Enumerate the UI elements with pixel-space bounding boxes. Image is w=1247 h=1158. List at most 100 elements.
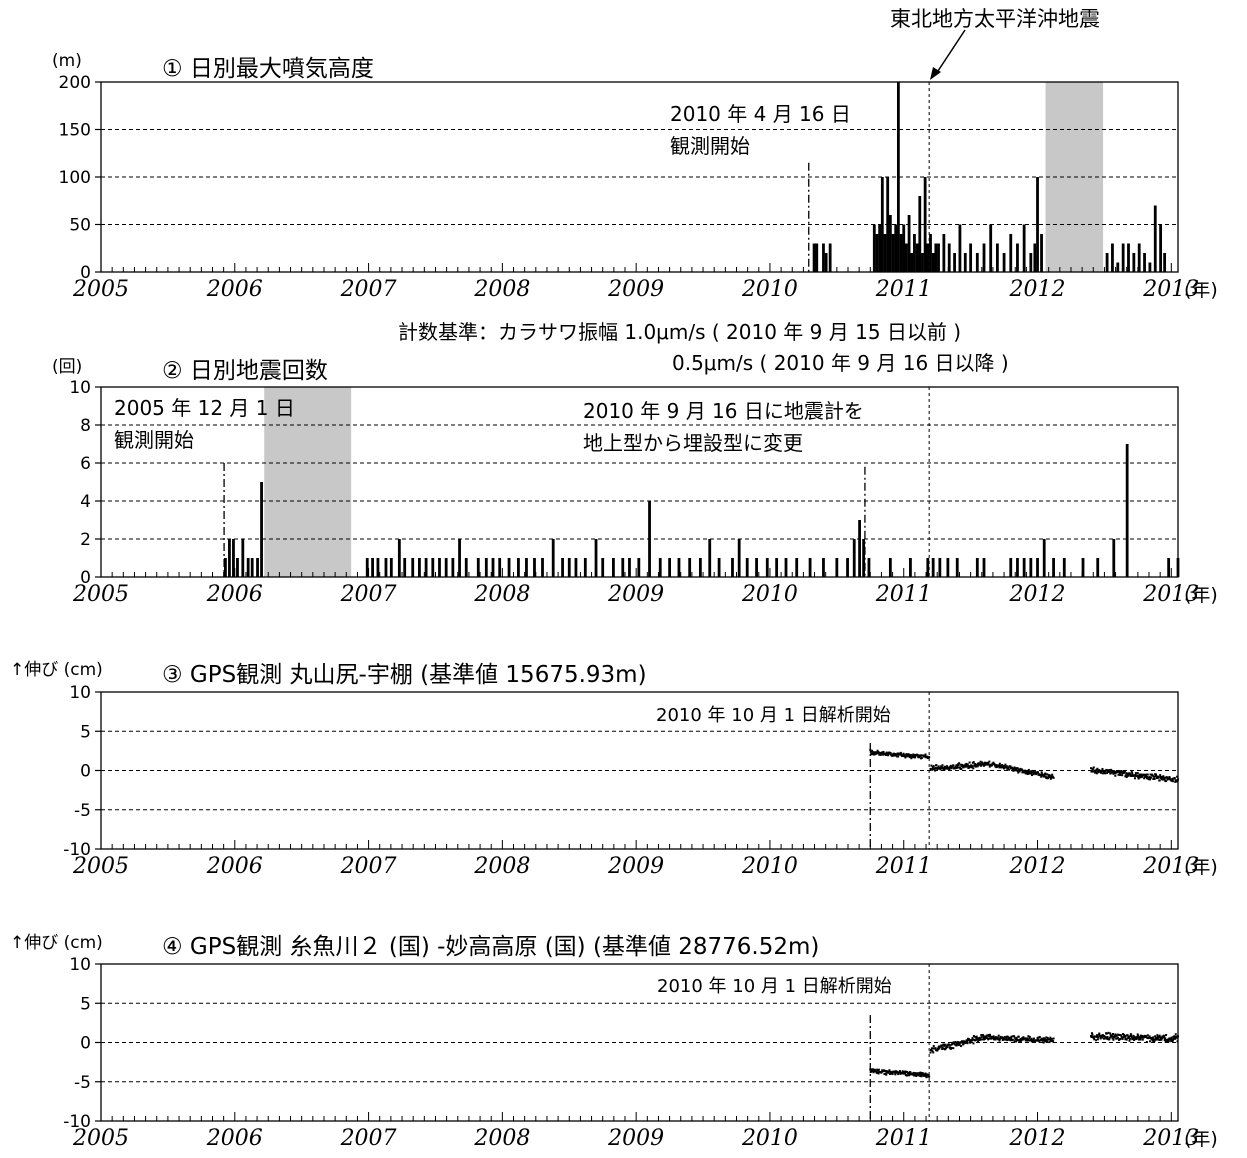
- data-bar: [942, 234, 946, 272]
- data-point: [917, 1072, 920, 1075]
- data-point: [1146, 775, 1149, 778]
- data-point: [913, 1074, 916, 1077]
- data-bar: [698, 558, 702, 577]
- data-point: [980, 764, 983, 767]
- data-point: [1167, 1040, 1170, 1043]
- data-point: [1121, 1036, 1124, 1039]
- data-point: [929, 1051, 932, 1054]
- data-bar: [888, 215, 892, 272]
- data-point: [1133, 1036, 1136, 1039]
- data-point: [1049, 1036, 1052, 1039]
- data-bar: [926, 243, 930, 272]
- data-point: [942, 1043, 945, 1046]
- data-point: [921, 1072, 924, 1075]
- data-point: [989, 1035, 992, 1038]
- data-point: [1106, 769, 1109, 772]
- data-point: [980, 761, 983, 764]
- data-point: [1037, 1038, 1040, 1041]
- y-tick-label: 0: [80, 263, 91, 283]
- data-point: [1114, 1033, 1117, 1036]
- panel1-obs-start-date: 2010 年 4 月 16 日: [670, 102, 851, 126]
- data-point: [1095, 1034, 1098, 1037]
- data-bar: [389, 558, 393, 577]
- data-point: [952, 764, 955, 767]
- data-point: [908, 1074, 911, 1077]
- data-point: [1101, 1034, 1104, 1037]
- data-point: [1154, 1035, 1157, 1038]
- x-tick-label: 2007: [340, 582, 397, 607]
- data-point: [890, 1071, 893, 1074]
- data-point: [1013, 1040, 1016, 1043]
- data-point: [1009, 765, 1012, 768]
- x-tick-label: 2011: [875, 1126, 932, 1151]
- data-point: [1174, 1033, 1177, 1036]
- data-bar: [982, 558, 986, 577]
- data-point: [894, 754, 897, 757]
- data-point: [1042, 1041, 1045, 1044]
- data-point: [1003, 1037, 1006, 1040]
- data-point: [873, 1068, 876, 1071]
- data-point: [1037, 1036, 1040, 1039]
- data-bar: [1096, 558, 1100, 577]
- data-point: [1090, 767, 1093, 770]
- data-point: [946, 765, 949, 768]
- data-point: [1040, 775, 1043, 778]
- data-point: [1003, 765, 1006, 768]
- data-point: [1026, 1039, 1029, 1042]
- data-bar: [583, 558, 587, 577]
- x-tick-label: 2006: [206, 277, 263, 302]
- data-point: [1105, 1032, 1108, 1035]
- data-point: [1090, 1036, 1093, 1039]
- data-point: [1173, 1035, 1176, 1038]
- data-point: [1158, 779, 1161, 782]
- data-point: [1015, 1040, 1018, 1043]
- data-point: [960, 1045, 963, 1048]
- panel2-obs-start-date: 2005 年 12 月 1 日: [114, 396, 295, 420]
- data-bar: [975, 253, 979, 272]
- data-point: [934, 766, 937, 769]
- data-point: [1106, 1036, 1109, 1039]
- x-tick-label: 2013: [1142, 582, 1199, 607]
- shaded-periods-layer: [264, 82, 1104, 577]
- data-point: [1011, 1038, 1014, 1041]
- panel-title: ② 日別地震回数: [162, 358, 328, 384]
- data-bar: [1029, 558, 1033, 577]
- data-point: [898, 1071, 901, 1074]
- data-point: [908, 756, 911, 759]
- data-point: [1128, 1039, 1131, 1042]
- data-point: [1118, 770, 1121, 773]
- data-point: [943, 768, 946, 771]
- data-point: [975, 1036, 978, 1039]
- data-point: [1104, 772, 1107, 775]
- data-point: [902, 1070, 905, 1073]
- data-point: [1151, 1038, 1154, 1041]
- data-point: [972, 761, 975, 764]
- data-point: [909, 1071, 912, 1074]
- data-point: [948, 768, 951, 771]
- data-point: [1043, 1039, 1046, 1042]
- y-tick-label: 0: [80, 568, 91, 588]
- data-point: [1117, 1036, 1120, 1039]
- data-bar: [929, 234, 932, 272]
- data-point: [1123, 770, 1126, 773]
- data-bar: [250, 558, 254, 577]
- data-point: [1123, 1035, 1126, 1038]
- data-point: [913, 753, 916, 756]
- data-point: [1140, 776, 1143, 779]
- data-point: [982, 762, 985, 765]
- data-point: [1028, 1037, 1031, 1040]
- y-tick-label: 10: [69, 955, 91, 975]
- y-axis-unit: ↑伸び (cm): [10, 933, 103, 953]
- event-label: 東北地方太平洋沖地震: [890, 7, 1100, 31]
- data-bar: [451, 558, 455, 577]
- data-point: [950, 1047, 953, 1050]
- data-point: [1111, 1035, 1114, 1038]
- data-bar: [765, 558, 769, 577]
- data-point: [1093, 1038, 1096, 1041]
- data-bar: [246, 558, 250, 577]
- x-tick-label: 2008: [473, 582, 530, 607]
- x-tick-label: 2011: [875, 854, 932, 879]
- data-point: [1162, 775, 1165, 778]
- data-bar: [1002, 253, 1006, 272]
- data-point: [916, 754, 919, 757]
